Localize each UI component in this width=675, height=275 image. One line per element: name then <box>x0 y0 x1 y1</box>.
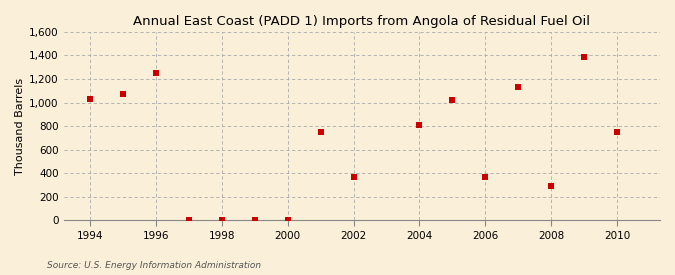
Title: Annual East Coast (PADD 1) Imports from Angola of Residual Fuel Oil: Annual East Coast (PADD 1) Imports from … <box>134 15 591 28</box>
Point <box>217 218 227 222</box>
Point <box>513 85 524 89</box>
Point <box>184 218 194 222</box>
Point <box>579 54 590 59</box>
Text: Source: U.S. Energy Information Administration: Source: U.S. Energy Information Administ… <box>47 260 261 270</box>
Point <box>612 130 622 134</box>
Point <box>315 130 326 134</box>
Y-axis label: Thousand Barrels: Thousand Barrels <box>15 78 25 175</box>
Point <box>348 175 359 180</box>
Point <box>546 184 557 188</box>
Point <box>480 175 491 180</box>
Point <box>414 123 425 127</box>
Point <box>249 218 260 222</box>
Point <box>282 218 293 222</box>
Point <box>84 97 95 101</box>
Point <box>117 92 128 97</box>
Point <box>447 98 458 102</box>
Point <box>151 71 161 75</box>
